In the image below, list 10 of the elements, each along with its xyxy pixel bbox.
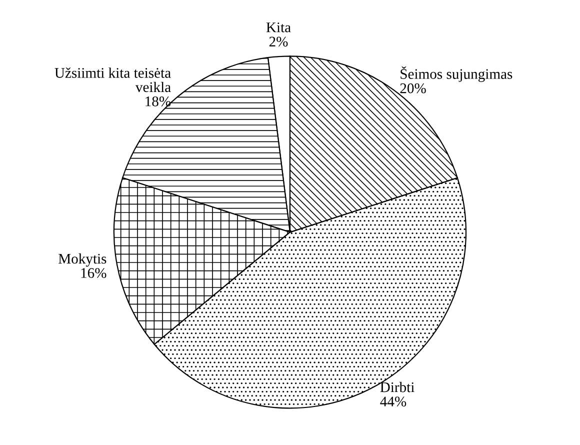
slice-label: Užsiimti kita teisėta veikla bbox=[54, 68, 171, 92]
slice-label: Dirbti bbox=[380, 382, 414, 392]
data-label: 2% bbox=[269, 36, 288, 47]
slice-label: Kita bbox=[266, 22, 291, 32]
data-label: 18% bbox=[146, 96, 171, 106]
data-label: 20% bbox=[400, 83, 426, 94]
slice-label: Mokytis bbox=[58, 253, 106, 267]
slice-label: Šeimos sujungimas bbox=[400, 66, 512, 82]
data-label: 16% bbox=[81, 268, 106, 278]
data-label: 44% bbox=[380, 396, 406, 406]
